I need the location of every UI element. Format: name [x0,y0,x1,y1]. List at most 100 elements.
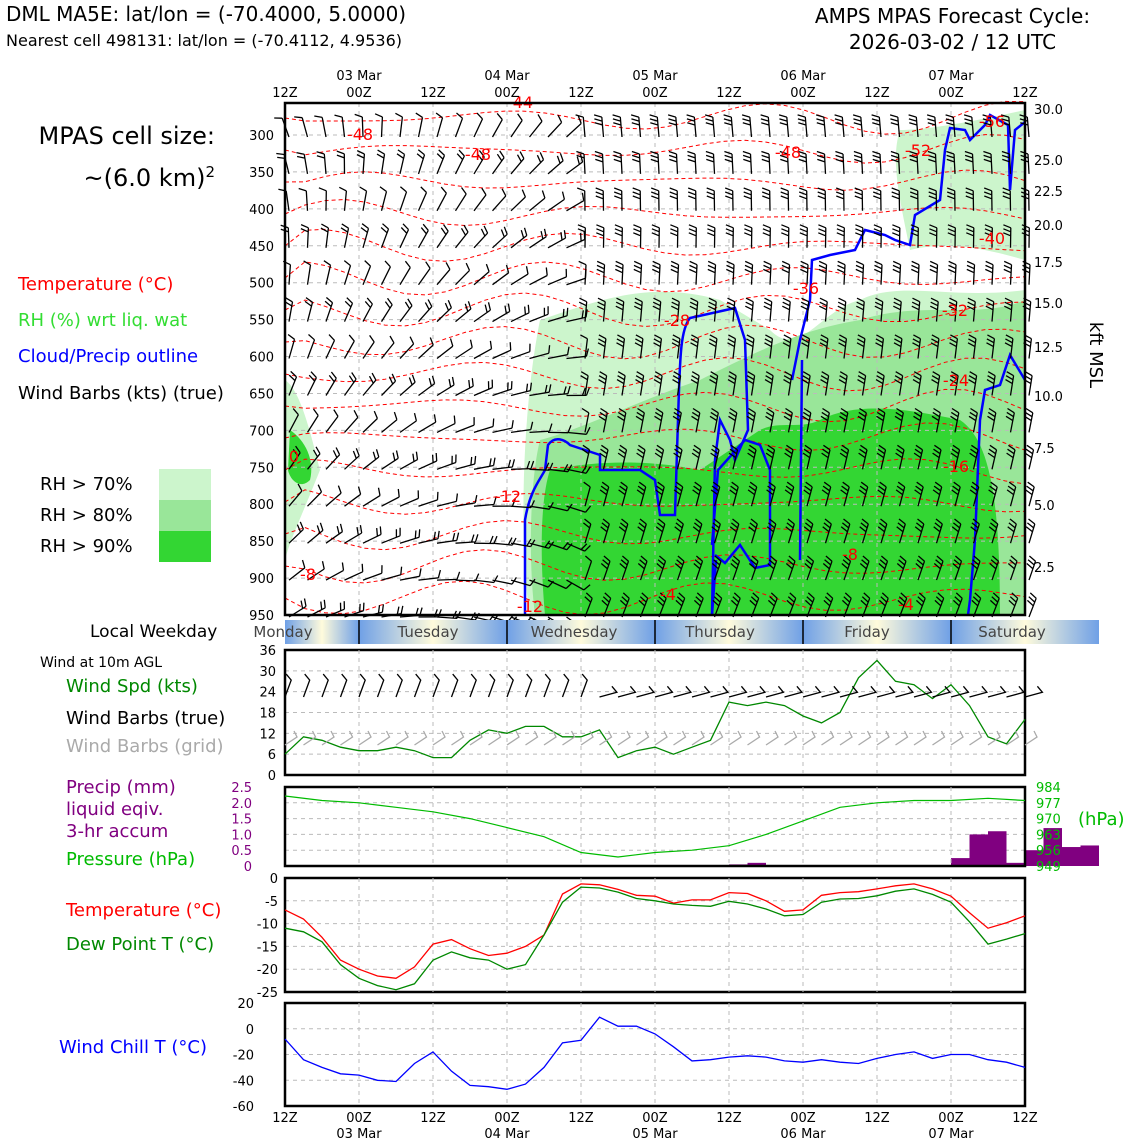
wind-barb-upper-314 [690,334,700,359]
wind-barb-upper-478 [909,187,919,211]
wind-barb-upper-92 [399,412,418,433]
wind-barb-true-36 [950,685,970,698]
wind-barb-upper-21 [306,371,317,396]
wind-barb-upper-146 [473,340,493,360]
bottom-time-tick-5: 00Z [642,1111,668,1126]
wind-barb-upper-548 [1002,187,1012,211]
cloud-outline-2 [710,559,718,616]
wind-barb-upper-307 [675,592,686,618]
pressure-unit-label: (hPa) [1078,809,1125,830]
top-date-label-4: 07 Mar [928,69,974,84]
wind-barb-true-34 [913,685,933,698]
wind-barb-upper-472 [895,481,906,507]
wind-barb-upper-34 [325,334,336,359]
wind-barb-upper-498 [931,407,941,433]
wind-barb-upper-64 [362,410,378,433]
wind-barb-upper-344 [728,407,738,433]
wind-barb-upper-89 [399,298,413,322]
bottom-time-tick-7: 00Z [790,1111,816,1126]
temperature-contour-label-18: -8 [842,545,858,564]
temperature-contour-5 [284,261,1026,296]
wind-barb-upper-309 [687,150,697,174]
wind-barb-upper-570 [1025,481,1035,507]
wind-barb-true-27 [784,685,804,698]
wind-barb-upper-68 [362,565,383,581]
wind-barb-upper-412 [819,334,829,359]
wind-barb-upper-54 [344,563,364,581]
wind-barb-upper-72 [379,186,388,211]
wind-barb-upper-148 [473,418,495,434]
wind-barb-upper-429 [839,444,850,470]
wind-barb-upper-327 [708,297,717,322]
temperature-contour-14 [284,549,1025,584]
wind-barb-upper-248 [599,481,610,507]
wind-barb-upper-451 [873,224,882,248]
legend-temperature-2m: Temperature (°C) [66,900,222,921]
wind-barb-upper-481 [911,297,921,322]
wind-barb-upper-225 [576,150,586,174]
wind-barb-upper-243 [597,297,606,322]
bottom-time-tick-2: 12Z [420,1111,446,1126]
wind-barb-upper-476 [908,114,919,138]
wind-barb-upper-174 [510,343,531,360]
wind-barb-upper-453 [874,297,884,322]
wind-barb-upper-539 [986,371,996,396]
pressure-ytick-0: 984 [1036,781,1061,796]
wind-barb-upper-433 [841,592,852,618]
precip-bar-34 [969,834,988,866]
wind-barb-upper-292 [656,555,667,581]
wind-barb-upper-426 [838,334,848,359]
wind-barb-upper-272 [634,334,644,359]
wind-barb-upper-318 [692,481,702,507]
wind-barb-upper-99 [416,149,426,175]
wind-barb-true-28 [802,685,822,698]
wind-barb-upper-158 [492,264,510,286]
wind-barb-upper-435 [853,150,864,174]
wind-barb-upper-269 [633,224,642,248]
wind-barb-grid-20 [654,730,668,746]
wind-barb-upper-413 [820,371,830,396]
wind-barb-upper-334 [711,555,722,581]
temperature-contour-label-12: -12 [495,487,521,506]
wind-barb-upper-88 [399,260,411,286]
wind-barb-upper-287 [653,371,663,396]
height-tick-6: 12.5 [1034,341,1063,356]
wind-barb-upper-540 [987,407,997,433]
wind-barb-upper-517 [952,592,963,618]
wind-barb-upper-290 [655,481,665,507]
wind-barb-upper-351 [742,150,753,174]
wind-barb-upper-455 [875,371,885,396]
wind-barb-upper-91 [399,374,416,396]
wind-barb-upper-66 [362,487,381,507]
temp-ytick-1: -5 [265,895,278,910]
wind-barb-grid-5 [377,730,391,746]
wind-barb-grid-14 [543,730,557,746]
pressure-tick-12: 900 [249,572,274,587]
wind-barb-upper-189 [529,384,552,397]
wind-barb-upper-200 [547,268,568,286]
wind-barb-upper-23 [306,446,321,470]
wind-barb-upper-126 [454,112,464,138]
wind-barb-upper-94 [399,490,420,507]
wind-barb-upper-411 [819,297,828,322]
wind-barb-upper-261 [617,444,628,470]
wind-barb-grid-38 [987,730,1001,746]
wind-barb-upper-96 [399,568,422,581]
wind-barb-upper-340 [726,260,735,285]
wind-barb-upper-520 [965,187,975,211]
weekday-segment-4 [803,620,951,644]
height-tick-7: 10.0 [1034,390,1063,405]
wind-barb-upper-401 [802,444,813,470]
wind-barb-grid-0 [284,730,298,746]
pressure-tick-13: 950 [249,609,274,624]
temperature-contour-7 [284,324,1026,360]
wind-barb-upper-559 [1008,592,1019,618]
temperature-contour-label-2: -48 [465,145,491,164]
wind-barb-upper-278 [637,555,648,581]
wind-barb-upper-20 [306,334,316,359]
wind-barb-grid-15 [562,730,576,746]
top-time-tick-7: 00Z [790,86,816,101]
wind-barb-upper-382 [781,260,791,285]
wind-barb-grid-27 [784,730,798,746]
wind-barb-upper-549 [1003,224,1012,248]
